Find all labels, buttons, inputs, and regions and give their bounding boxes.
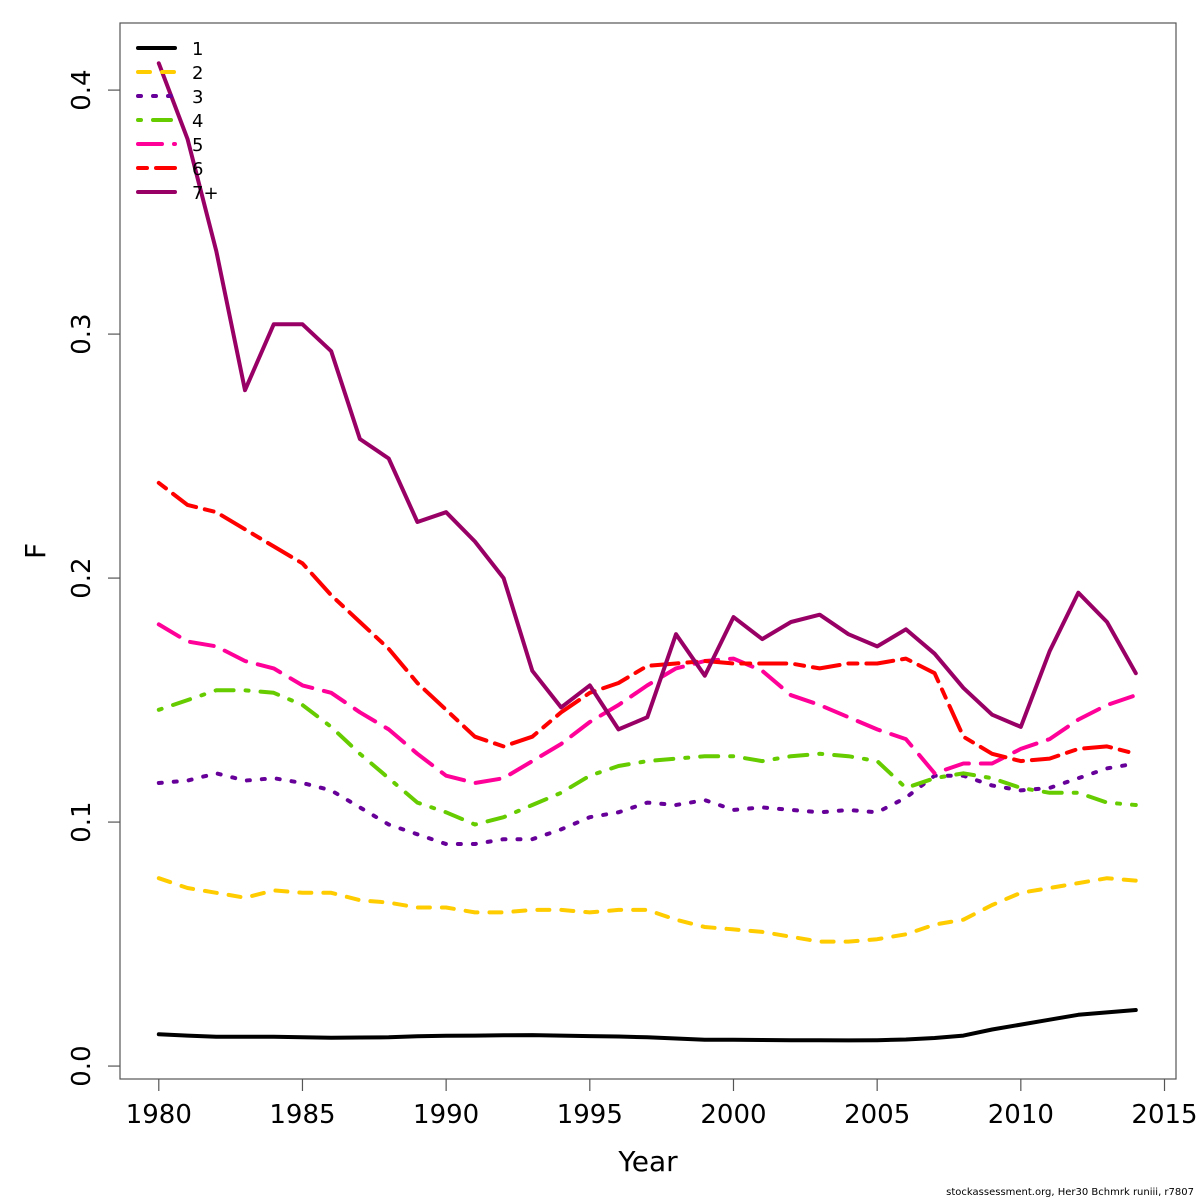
- legend-label: 3: [192, 87, 203, 108]
- y-axis: 0.0 0.1 0.2 0.3 0.4: [67, 69, 120, 1087]
- y-tick-label: 0.3: [67, 313, 97, 354]
- series-line-age-5: [156, 622, 1138, 785]
- legend-label: 7+: [192, 183, 219, 204]
- x-tick-label: 2005: [844, 1100, 910, 1130]
- footnote: stockassessment.org, Her30 Bchmrk runiii…: [946, 1187, 1194, 1198]
- series-line-age-1: [156, 1008, 1138, 1043]
- x-axis-title: Year: [617, 1145, 678, 1178]
- y-tick-label: 0.2: [67, 557, 97, 598]
- y-axis-title: F: [19, 543, 52, 559]
- x-tick-label: 2015: [1131, 1100, 1197, 1130]
- legend-label: 4: [192, 111, 203, 132]
- legend-label: 6: [192, 159, 203, 180]
- series-layer: [156, 61, 1138, 1043]
- series-line-age-4: [156, 688, 1138, 827]
- legend-label: 1: [192, 39, 203, 60]
- y-tick-label: 0.0: [67, 1045, 97, 1086]
- plot-box: [119, 22, 1177, 1080]
- legend: 1 2 3 4 5 6 7+: [136, 39, 219, 204]
- legend-label: 5: [192, 135, 203, 156]
- series-line-age-2: [156, 876, 1138, 944]
- x-axis: 1980 1985 1990 1995 2000 2005 2010 2015: [126, 1079, 1198, 1130]
- legend-label: 2: [192, 63, 203, 84]
- series-line-age-3: [156, 761, 1138, 846]
- series-line-age-7plus: [156, 61, 1138, 732]
- x-tick-label: 1985: [269, 1100, 335, 1130]
- y-tick-label: 0.4: [67, 69, 97, 110]
- x-tick-label: 1980: [126, 1100, 192, 1130]
- x-tick-label: 1990: [413, 1100, 479, 1130]
- x-tick-label: 2010: [988, 1100, 1054, 1130]
- y-tick-label: 0.1: [67, 801, 97, 842]
- x-tick-label: 1995: [557, 1100, 623, 1130]
- series-line-age-6: [156, 480, 1138, 764]
- x-tick-label: 2000: [700, 1100, 766, 1130]
